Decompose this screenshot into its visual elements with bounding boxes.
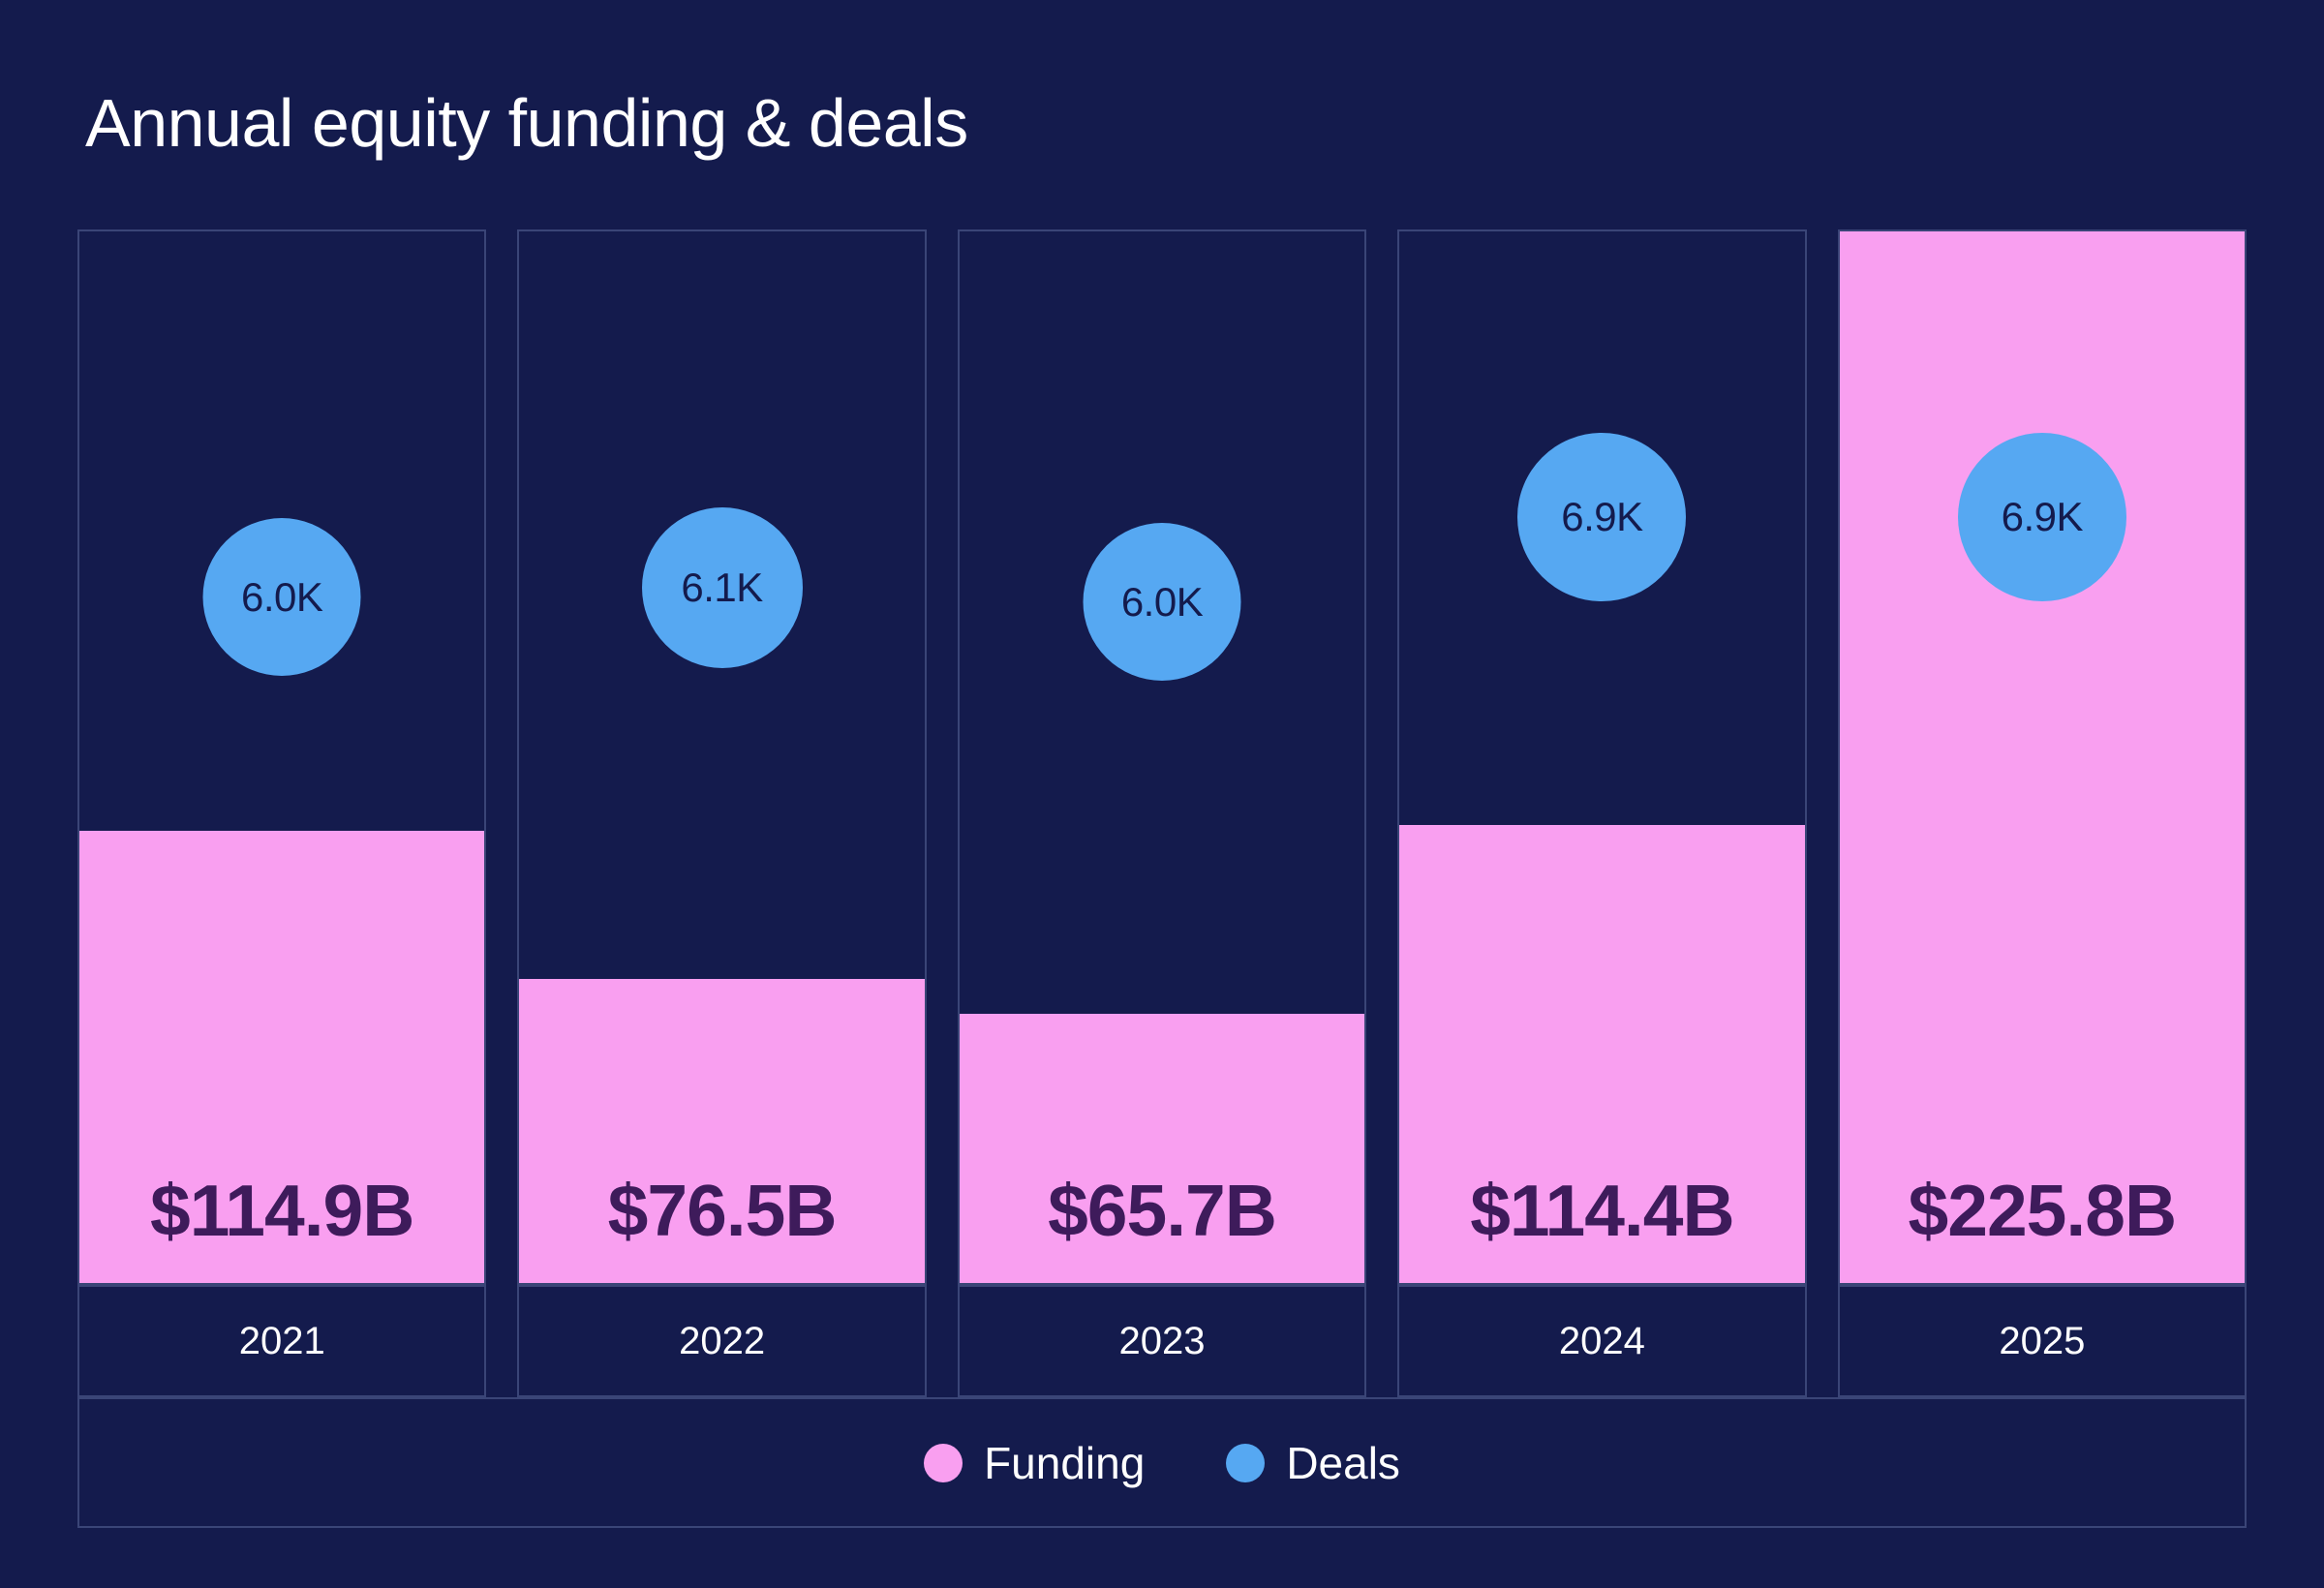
deals-legend-dot-icon (1226, 1443, 1266, 1482)
deals-value-label: 6.1K (681, 565, 763, 610)
funding-legend-dot-icon (924, 1443, 963, 1482)
deals-bubble-2025: 6.9K (1957, 433, 2126, 601)
deals-value-label: 6.0K (1120, 578, 1204, 625)
deals-value-label: 6.9K (1561, 494, 1643, 539)
funding-value-label: $114.9B (149, 1170, 414, 1251)
deals-bubble-2021: 6.0K (202, 518, 361, 676)
plot-area: 6.0K $114.9B 6.1K $76.5B 6.0K $65.7B 6.9… (77, 229, 2248, 1285)
funding-value-label: $225.8B (1908, 1170, 2178, 1251)
year-label: 2022 (679, 1319, 766, 1362)
annual-funding-deals-chart: 6.0K $114.9B 6.1K $76.5B 6.0K $65.7B 6.9… (77, 229, 2248, 1528)
deals-value-label: 6.9K (2001, 494, 2084, 539)
deals-bubble-2023: 6.0K (1083, 523, 1241, 681)
chart-title: Annual equity funding & deals (85, 85, 968, 161)
legend-funding-label: Funding (984, 1437, 1146, 1488)
year-cell-2021: 2021 (77, 1285, 487, 1397)
year-cell-2022: 2022 (517, 1285, 927, 1397)
year-label: 2023 (1118, 1319, 1206, 1362)
legend-deals-label: Deals (1286, 1437, 1400, 1488)
plot-column-2022: 6.1K $76.5B (517, 229, 927, 1285)
plot-column-2023: 6.0K $65.7B (957, 229, 1367, 1285)
funding-bar-2025 (1839, 231, 2246, 1283)
legend-item-deals: Deals (1226, 1437, 1400, 1489)
deals-bubble-2022: 6.1K (641, 507, 803, 668)
plot-column-2024: 6.9K $114.4B (1397, 229, 1807, 1285)
legend: Funding Deals (77, 1397, 2247, 1528)
funding-value-label: $114.4B (1470, 1170, 1734, 1251)
deals-value-label: 6.0K (241, 573, 323, 620)
plot-column-2021: 6.0K $114.9B (77, 229, 487, 1285)
funding-value-label: $65.7B (1048, 1170, 1277, 1251)
year-label: 2021 (238, 1319, 325, 1362)
x-axis: 2021 2022 2023 2024 2025 (77, 1285, 2248, 1397)
legend-item-funding: Funding (924, 1437, 1145, 1489)
funding-bar-2021 (79, 831, 485, 1283)
year-cell-2024: 2024 (1397, 1285, 1807, 1397)
funding-bar-2024 (1399, 824, 1805, 1283)
funding-bar-2022 (519, 979, 925, 1283)
deals-bubble-2024: 6.9K (1517, 433, 1687, 601)
year-label: 2024 (1558, 1319, 1645, 1362)
funding-bar-2023 (959, 1013, 1365, 1283)
funding-value-label: $76.5B (607, 1170, 838, 1251)
year-cell-2025: 2025 (1837, 1285, 2248, 1397)
year-cell-2023: 2023 (957, 1285, 1367, 1397)
plot-column-2025: 6.9K $225.8B (1837, 229, 2248, 1285)
year-label: 2025 (1999, 1319, 2086, 1362)
